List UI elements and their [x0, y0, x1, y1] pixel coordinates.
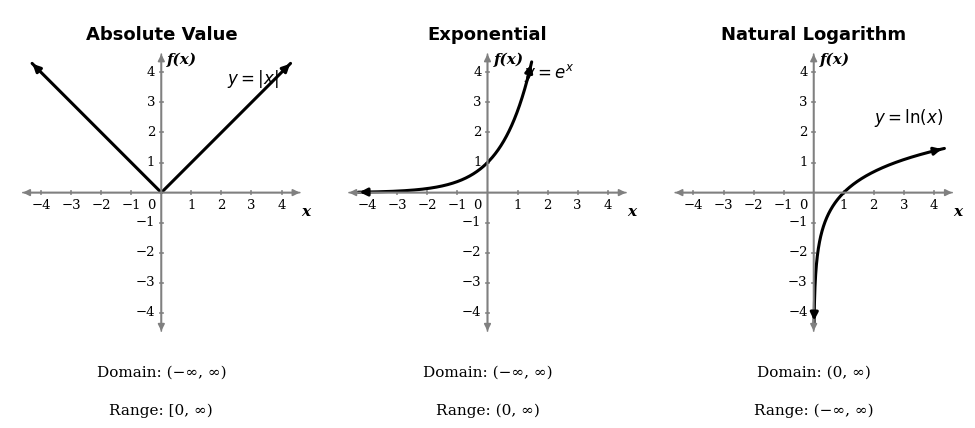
- Text: $y = |x|$: $y = |x|$: [227, 68, 279, 90]
- Title: Exponential: Exponential: [428, 26, 547, 44]
- Title: Natural Logarithm: Natural Logarithm: [722, 26, 906, 44]
- Text: Range: (0, ∞): Range: (0, ∞): [436, 404, 539, 418]
- Text: −1: −1: [774, 199, 794, 211]
- Text: −1: −1: [448, 199, 467, 211]
- Text: −2: −2: [136, 246, 155, 259]
- Text: −2: −2: [788, 246, 807, 259]
- Text: Domain: (−∞, ∞): Domain: (−∞, ∞): [97, 366, 226, 379]
- Text: −3: −3: [61, 199, 81, 211]
- Text: 0: 0: [800, 199, 807, 211]
- Text: 3: 3: [147, 96, 155, 109]
- Text: 2: 2: [800, 126, 807, 139]
- Text: 2: 2: [870, 199, 878, 211]
- Text: 3: 3: [800, 96, 807, 109]
- Text: −3: −3: [788, 276, 807, 289]
- Text: f(x): f(x): [820, 53, 850, 67]
- Text: 3: 3: [248, 199, 255, 211]
- Text: $y = \ln(x)$: $y = \ln(x)$: [874, 107, 943, 130]
- Text: −4: −4: [31, 199, 51, 211]
- Text: 2: 2: [217, 199, 225, 211]
- Text: 4: 4: [147, 66, 155, 79]
- Text: −4: −4: [358, 199, 377, 211]
- Text: −2: −2: [417, 199, 437, 211]
- Text: $y = e^x$: $y = e^x$: [524, 62, 574, 84]
- Text: 0: 0: [473, 199, 482, 211]
- Text: 3: 3: [573, 199, 582, 211]
- Text: x: x: [301, 205, 310, 219]
- Text: −4: −4: [136, 306, 155, 319]
- Text: x: x: [954, 205, 962, 219]
- Text: Range: [0, ∞): Range: [0, ∞): [109, 404, 214, 418]
- Text: 4: 4: [277, 199, 286, 211]
- Text: −3: −3: [387, 199, 408, 211]
- Text: −2: −2: [462, 246, 482, 259]
- Text: 2: 2: [147, 126, 155, 139]
- Text: −4: −4: [462, 306, 482, 319]
- Text: 0: 0: [147, 199, 155, 211]
- Text: −1: −1: [462, 216, 482, 229]
- Text: −3: −3: [714, 199, 733, 211]
- Text: f(x): f(x): [168, 53, 198, 67]
- Text: −1: −1: [136, 216, 155, 229]
- Text: f(x): f(x): [493, 53, 524, 67]
- Text: Range: (−∞, ∞): Range: (−∞, ∞): [754, 404, 874, 418]
- Text: −1: −1: [122, 199, 141, 211]
- Text: 3: 3: [900, 199, 908, 211]
- Text: 1: 1: [514, 199, 522, 211]
- Text: 1: 1: [187, 199, 196, 211]
- Text: −4: −4: [683, 199, 703, 211]
- Text: 3: 3: [473, 96, 482, 109]
- Text: −3: −3: [136, 276, 155, 289]
- Text: 4: 4: [800, 66, 807, 79]
- Text: 1: 1: [147, 156, 155, 169]
- Text: x: x: [627, 205, 637, 219]
- Text: −1: −1: [788, 216, 807, 229]
- Text: 1: 1: [800, 156, 807, 169]
- Text: −4: −4: [788, 306, 807, 319]
- Text: 4: 4: [930, 199, 938, 211]
- Text: 2: 2: [543, 199, 552, 211]
- Text: 4: 4: [604, 199, 612, 211]
- Text: 2: 2: [473, 126, 482, 139]
- Title: Absolute Value: Absolute Value: [86, 26, 237, 44]
- Text: 1: 1: [839, 199, 848, 211]
- Text: Domain: (−∞, ∞): Domain: (−∞, ∞): [423, 366, 552, 379]
- Text: 1: 1: [473, 156, 482, 169]
- Text: −2: −2: [92, 199, 111, 211]
- Text: −2: −2: [744, 199, 763, 211]
- Text: −3: −3: [462, 276, 482, 289]
- Text: Domain: (0, ∞): Domain: (0, ∞): [757, 366, 871, 379]
- Text: 4: 4: [473, 66, 482, 79]
